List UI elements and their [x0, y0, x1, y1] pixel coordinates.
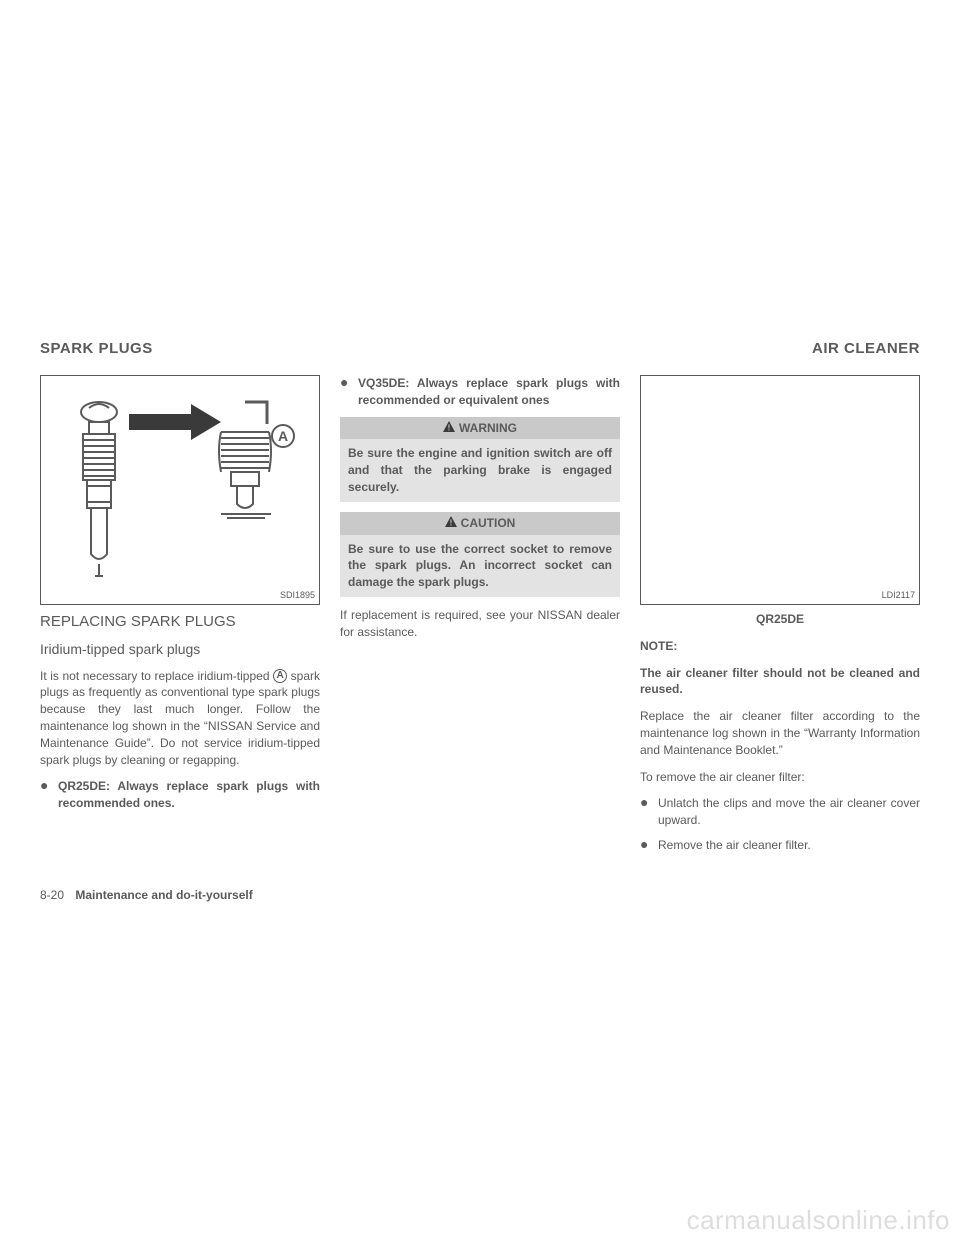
section-headers: SPARK PLUGS AIR CLEANER [40, 340, 920, 357]
bullet-vq35de-text: VQ35DE: Always replace spark plugs with … [358, 375, 620, 409]
bullet-icon: ● [640, 795, 658, 829]
header-right: AIR CLEANER [812, 340, 920, 357]
warning-label: WARNING [459, 420, 517, 437]
warning-icon: ! [443, 420, 455, 437]
para-remove-intro: To remove the air cleaner filter: [640, 769, 920, 786]
bullet-remove: ● Remove the air cleaner filter. [640, 837, 920, 854]
caution-label: CAUTION [461, 515, 516, 532]
spark-plug-illustration: A [61, 394, 301, 594]
para-replace: Replace the air cleaner filter according… [640, 708, 920, 758]
bullet-remove-text: Remove the air cleaner filter. [658, 837, 920, 854]
figure-spark-plug: A SDI1895 [40, 375, 320, 605]
figure-caption: QR25DE [640, 611, 920, 628]
warning-header: ! WARNING [340, 417, 620, 440]
bullet-qr25de-text: QR25DE: Always replace spark plugs with … [58, 778, 320, 812]
para-iridium-a: It is not necessary to replace iridium-t… [40, 669, 270, 683]
note-body: The air cleaner filter should not be cle… [640, 665, 920, 699]
note-label: NOTE: [640, 638, 920, 655]
bullet-unlatch-text: Unlatch the clips and move the air clean… [658, 795, 920, 829]
section-name: Maintenance and do-it-yourself [75, 888, 252, 902]
heading-replacing: REPLACING SPARK PLUGS [40, 611, 320, 632]
watermark: carmanualsonline.info [687, 1205, 950, 1236]
figure-id: LDI2117 [882, 589, 915, 602]
manual-page: SPARK PLUGS AIR CLEANER [40, 340, 920, 862]
caution-icon: ! [445, 515, 457, 532]
warning-body: Be sure the engine and ignition switch a… [340, 439, 620, 501]
svg-text:A: A [278, 428, 288, 444]
bullet-qr25de: ● QR25DE: Always replace spark plugs wit… [40, 778, 320, 812]
svg-text:!: ! [449, 518, 452, 527]
column-2: ● VQ35DE: Always replace spark plugs wit… [340, 375, 620, 862]
para-iridium: It is not necessary to replace iridium-t… [40, 668, 320, 769]
bullet-unlatch: ● Unlatch the clips and move the air cle… [640, 795, 920, 829]
figure-air-cleaner: LDI2117 [640, 375, 920, 605]
svg-text:!: ! [448, 423, 451, 432]
caution-header: ! CAUTION [340, 512, 620, 535]
circle-a-icon: A [273, 669, 287, 683]
page-footer: 8-20 Maintenance and do-it-yourself [40, 888, 253, 902]
columns: A SDI1895 REPLACING SPARK PLUGS Iridium-… [40, 375, 920, 862]
bullet-icon: ● [640, 837, 658, 854]
para-dealer: If replacement is required, see your NIS… [340, 607, 620, 641]
column-1: A SDI1895 REPLACING SPARK PLUGS Iridium-… [40, 375, 320, 862]
bullet-icon: ● [40, 778, 58, 812]
bullet-vq35de: ● VQ35DE: Always replace spark plugs wit… [340, 375, 620, 409]
figure-id: SDI1895 [280, 589, 315, 602]
caution-body: Be sure to use the correct socket to rem… [340, 535, 620, 597]
column-3: LDI2117 QR25DE NOTE: The air cleaner fil… [640, 375, 920, 862]
header-left: SPARK PLUGS [40, 340, 153, 357]
heading-iridium: Iridium-tipped spark plugs [40, 640, 320, 660]
page-number: 8-20 [40, 888, 64, 902]
bullet-icon: ● [340, 375, 358, 409]
